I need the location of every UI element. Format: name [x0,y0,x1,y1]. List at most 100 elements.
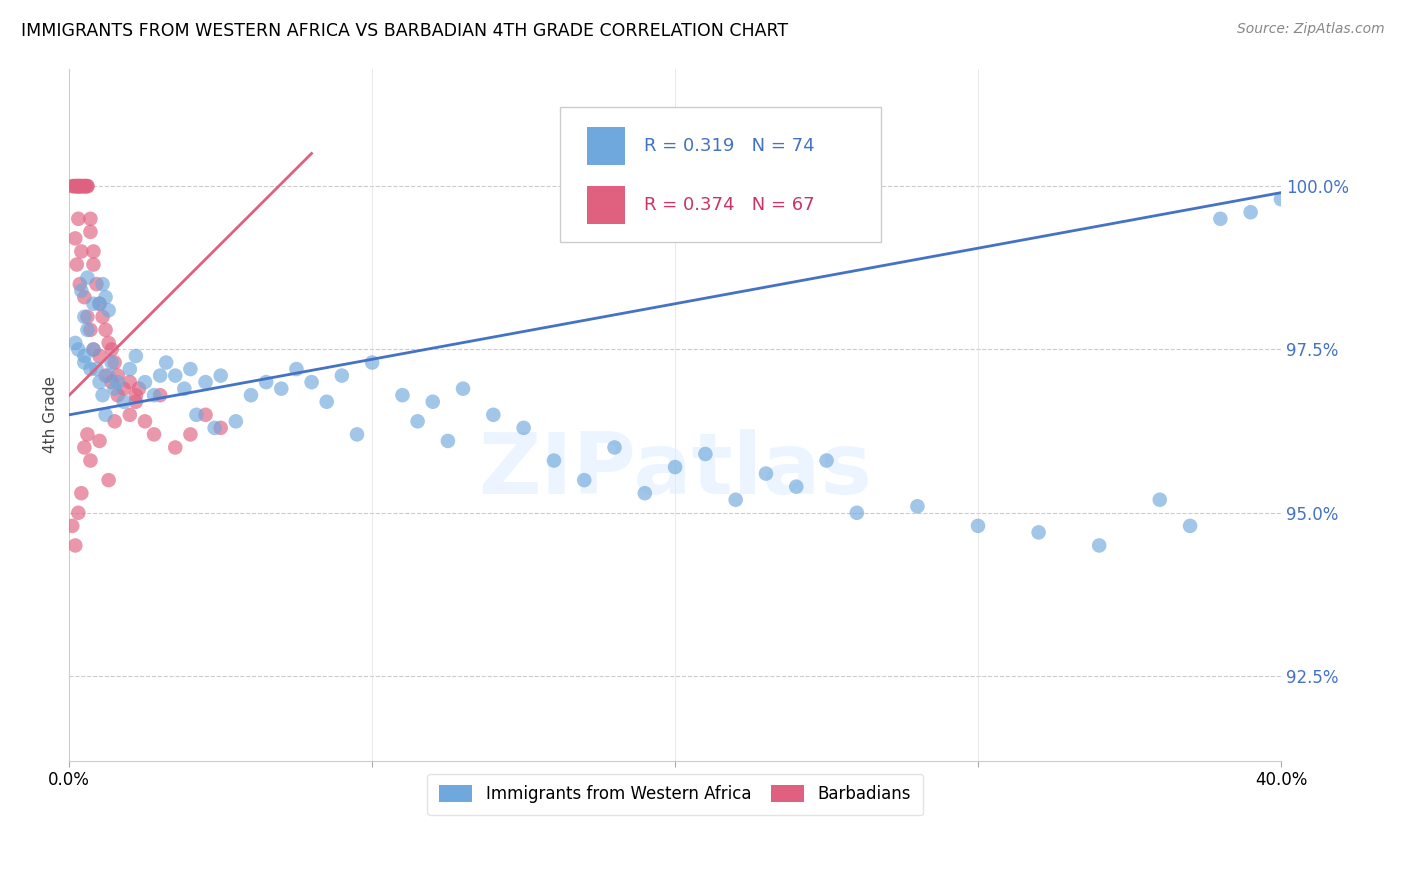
Point [225,414,247,428]
Point [65,179,87,194]
Point [406,414,429,428]
Point [86,362,108,376]
Point [104,414,127,428]
Point [165,441,187,455]
Point [73,290,96,304]
Point [845,506,868,520]
Point [97,473,120,487]
Point [67,211,90,226]
Point [149,388,172,402]
Point [91,388,114,402]
Point [94,368,117,383]
Point [67,179,90,194]
Point [173,382,195,396]
Point [1270,192,1292,206]
Point [285,362,308,376]
Point [82,244,104,259]
Point [69,179,91,194]
Point [1149,492,1171,507]
Point [76,179,98,194]
Point [240,388,263,402]
Point [60,179,83,194]
Point [73,355,96,369]
Point [89,297,111,311]
Point [76,270,98,285]
Point [330,368,353,383]
Point [65,231,87,245]
Point [194,375,217,389]
Point [118,375,141,389]
Point [695,447,717,461]
Point [70,244,93,259]
Point [186,408,208,422]
Point [100,375,122,389]
Point [69,277,91,292]
Point [67,179,90,194]
Point [194,408,217,422]
Point [76,310,98,324]
Point [73,310,96,324]
Point [97,335,120,350]
Point [785,480,807,494]
Point [1178,519,1201,533]
Point [125,388,148,402]
Point [70,284,93,298]
Point [67,506,90,520]
Point [346,427,368,442]
Point [94,408,117,422]
Point [97,303,120,318]
Point [79,211,101,226]
Point [634,486,657,500]
Point [134,414,156,428]
Point [100,343,122,357]
Point [107,368,129,383]
Point [179,362,201,376]
Point [391,388,413,402]
Point [104,382,127,396]
Point [91,310,114,324]
Point [97,368,120,383]
Point [755,467,778,481]
Point [125,394,148,409]
Point [512,421,534,435]
Point [1028,525,1050,540]
Text: R = 0.319   N = 74: R = 0.319 N = 74 [644,137,814,155]
Point [664,460,686,475]
Point [91,277,114,292]
Point [361,355,384,369]
Point [967,519,990,533]
Point [125,349,148,363]
Point [89,297,111,311]
Point [204,421,226,435]
Point [143,388,166,402]
Point [482,408,505,422]
Point [254,375,277,389]
Point [907,500,929,514]
Point [70,179,93,194]
Point [73,179,96,194]
FancyBboxPatch shape [586,186,626,225]
Y-axis label: 4th Grade: 4th Grade [44,376,58,453]
Point [86,277,108,292]
Point [89,349,111,363]
Legend: Immigrants from Western Africa, Barbadians: Immigrants from Western Africa, Barbadia… [427,773,922,815]
Point [815,453,838,467]
Point [112,382,135,396]
Point [437,434,460,448]
Text: ZIPatlas: ZIPatlas [478,429,872,512]
Point [65,335,87,350]
FancyBboxPatch shape [560,107,882,242]
Point [1088,539,1111,553]
Point [118,408,141,422]
Point [60,519,83,533]
Point [82,343,104,357]
Point [165,368,187,383]
Point [73,441,96,455]
Point [65,179,87,194]
Text: Source: ZipAtlas.com: Source: ZipAtlas.com [1237,22,1385,37]
Point [574,473,596,487]
Point [73,179,96,194]
Point [67,179,90,194]
Point [724,492,747,507]
Point [76,323,98,337]
